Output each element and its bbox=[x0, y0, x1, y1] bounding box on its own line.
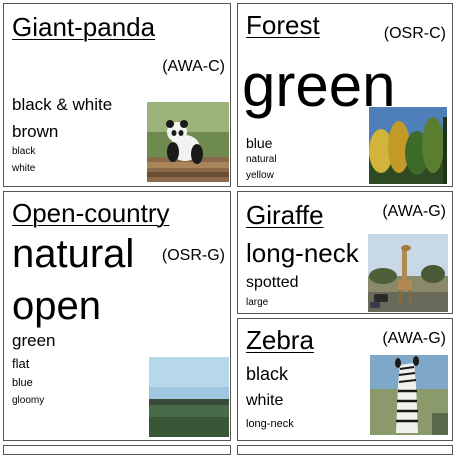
attribute-label: gloomy bbox=[12, 395, 45, 406]
attribute-label: black & white bbox=[12, 95, 113, 114]
zebra-photo bbox=[370, 355, 448, 435]
attribute-label: natural bbox=[12, 232, 135, 276]
card-title: Zebra bbox=[246, 325, 314, 355]
panda-photo bbox=[147, 102, 229, 182]
card-code: (AWA-G) bbox=[382, 203, 446, 220]
attribute-label: blue bbox=[12, 377, 33, 389]
card-giant-panda: Giant-panda (AWA-C) black & white brown … bbox=[3, 3, 231, 187]
card-giraffe: Giraffe (AWA-G) long-neck spotted large bbox=[237, 191, 453, 314]
attribute-label: brown bbox=[12, 122, 59, 141]
card-forest: Forest (OSR-C) green blue natural yellow bbox=[237, 3, 453, 187]
attribute-label: large bbox=[246, 297, 269, 308]
forest-photo bbox=[369, 107, 447, 184]
attribute-label: long-neck bbox=[246, 418, 294, 430]
card-code: (OSR-C) bbox=[383, 25, 446, 42]
attribute-label: white bbox=[12, 163, 36, 174]
card-code: (AWA-G) bbox=[382, 330, 446, 347]
attribute-label: green bbox=[242, 52, 396, 119]
attribute-label: long-neck bbox=[246, 238, 359, 268]
giraffe-photo bbox=[368, 234, 448, 312]
attribute-label: open bbox=[12, 284, 101, 328]
open-country-photo bbox=[149, 357, 229, 437]
attribute-label: yellow bbox=[246, 170, 274, 181]
attribute-label: flat bbox=[12, 356, 30, 371]
card-code: (OSR-G) bbox=[161, 247, 225, 264]
card-title: Giraffe bbox=[246, 200, 324, 230]
attribute-label: black bbox=[12, 146, 36, 157]
attribute-label: green bbox=[12, 331, 56, 350]
card-partial-left bbox=[3, 445, 231, 455]
card-code: (AWA-C) bbox=[162, 58, 225, 75]
card-title: Giant-panda bbox=[12, 12, 156, 42]
card-partial-right bbox=[237, 445, 453, 455]
card-zebra: Zebra (AWA-G) black white long-neck bbox=[237, 318, 453, 441]
attribute-label: natural bbox=[246, 154, 277, 165]
card-open-country: Open-country (OSR-G) natural open green … bbox=[3, 191, 231, 441]
card-title: Forest bbox=[246, 10, 320, 40]
attribute-label: spotted bbox=[246, 274, 299, 291]
card-title: Open-country bbox=[12, 198, 170, 228]
attribute-label: blue bbox=[246, 135, 273, 151]
attribute-label: black bbox=[246, 364, 289, 384]
attribute-label: white bbox=[246, 392, 284, 409]
